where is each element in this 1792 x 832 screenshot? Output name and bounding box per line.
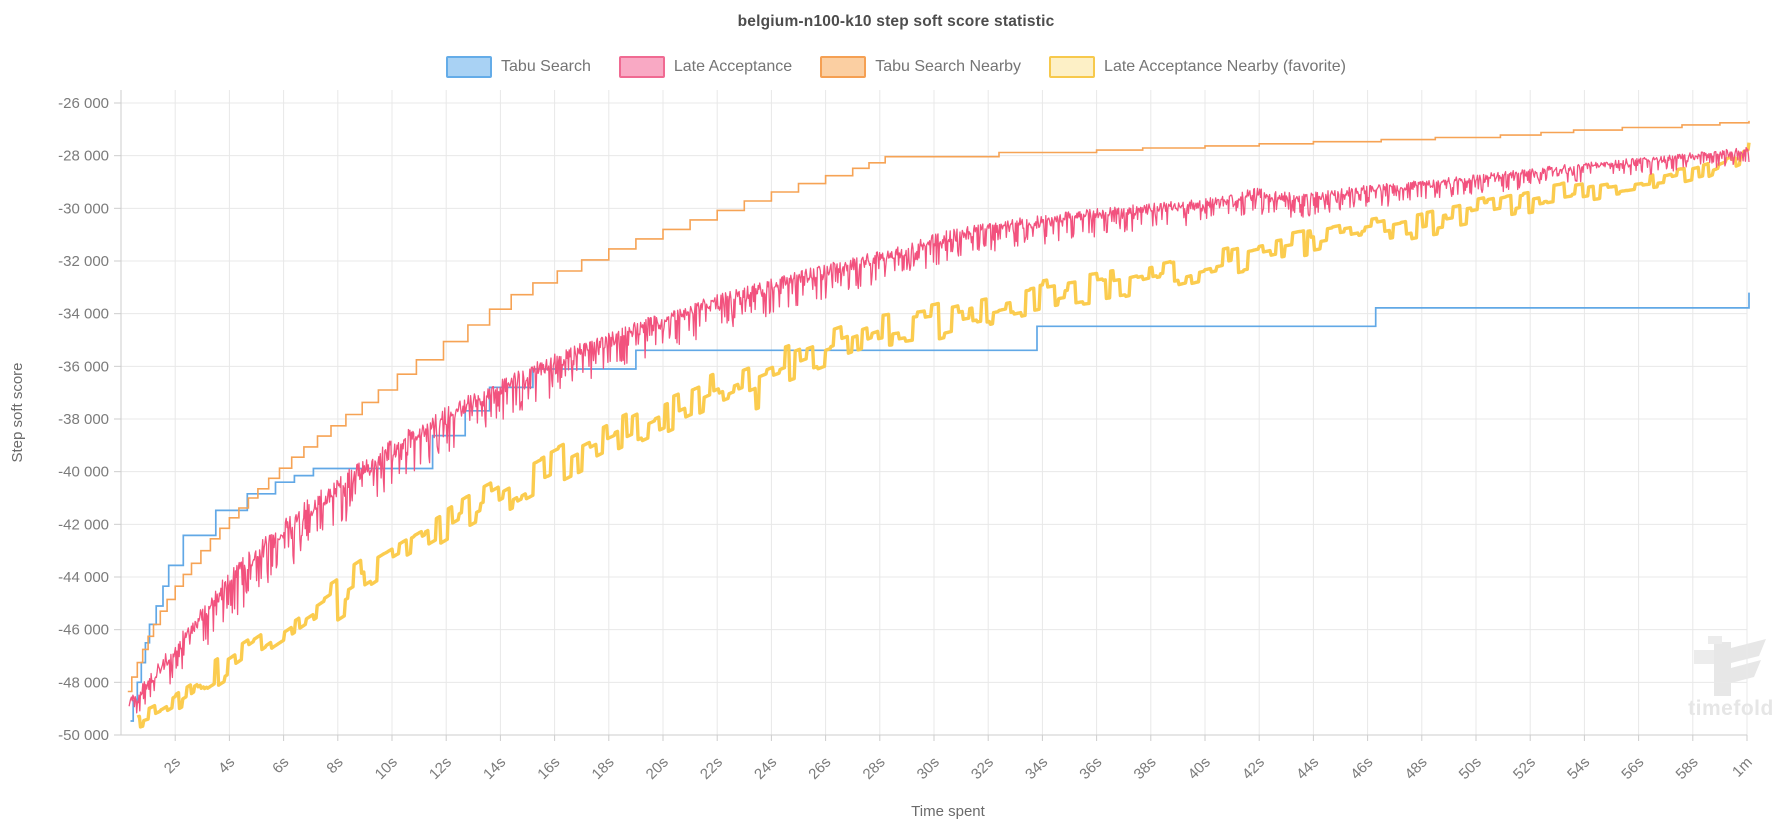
x-tick-label: 2s [161, 754, 184, 777]
y-tick-label: -42 000 [58, 516, 109, 533]
legend-item-tabu-search-nearby: Tabu Search Nearby [820, 56, 1021, 78]
y-tick-label: -50 000 [58, 727, 109, 744]
y-tick-label: -40 000 [58, 464, 109, 481]
x-tick-label: 18s [589, 754, 618, 783]
y-tick-label: -46 000 [58, 622, 109, 639]
x-tick-label: 26s [805, 754, 834, 783]
series-tabu-search [130, 292, 1750, 722]
x-tick-label: 10s [372, 754, 401, 783]
x-tick-label: 20s [643, 754, 672, 783]
legend-swatch-tabu-search-nearby [820, 56, 867, 78]
y-axis-title: Step soft score [9, 362, 26, 462]
x-tick-label: 50s [1456, 754, 1485, 783]
legend-label-tabu-search: Tabu Search [501, 58, 591, 75]
timefold-logo-watermark [1694, 636, 1766, 696]
x-tick-label: 6s [269, 754, 292, 777]
chart-title: belgium-n100-k10 step soft score statist… [737, 13, 1055, 30]
legend-item-late-acceptance-nearby: Late Acceptance Nearby (favorite) [1049, 56, 1346, 78]
x-tick-label: 22s [697, 754, 726, 783]
x-tick-label: 34s [1022, 754, 1051, 783]
x-axis-title: Time spent [911, 803, 985, 820]
y-tick-label: -38 000 [58, 411, 109, 428]
x-tick-label: 12s [426, 754, 455, 783]
y-tick-label: -48 000 [58, 674, 109, 691]
x-tick-label: 28s [860, 754, 889, 783]
y-tick-label: -44 000 [58, 569, 109, 586]
x-tick-label: 30s [914, 754, 943, 783]
series-late-acceptance-nearby-favorite- [136, 142, 1751, 729]
series-late-acceptance [128, 146, 1750, 714]
y-tick-label: -30 000 [58, 200, 109, 217]
series-tabu-search-nearby [127, 120, 1750, 693]
y-tick-label: -28 000 [58, 148, 109, 165]
x-tick-label: 56s [1618, 754, 1647, 783]
x-tick-label: 4s [215, 754, 238, 777]
legend-swatch-tabu-search [446, 56, 493, 78]
x-tick-label: 58s [1673, 754, 1702, 783]
legend-label-tabu-search-nearby: Tabu Search Nearby [875, 58, 1022, 75]
legend-swatch-late-acceptance [618, 56, 665, 78]
x-tick-label: 46s [1347, 754, 1376, 783]
y-tick-label: -32 000 [58, 253, 109, 270]
legend-item-tabu-search: Tabu Search [446, 56, 591, 78]
timefold-watermark-text: timefold [1688, 697, 1774, 720]
legend-item-late-acceptance: Late Acceptance [618, 56, 793, 78]
legend-swatch-late-acceptance-nearby [1049, 56, 1096, 78]
x-tick-label: 24s [751, 754, 780, 783]
y-tick-label: -26 000 [58, 95, 109, 112]
x-tick-label: 14s [480, 754, 509, 783]
legend-label-late-acceptance-nearby: Late Acceptance Nearby (favorite) [1104, 58, 1346, 75]
x-tick-label: 54s [1564, 754, 1593, 783]
x-tick-label: 32s [968, 754, 997, 783]
x-tick-label: 40s [1185, 754, 1214, 783]
legend-label-late-acceptance: Late Acceptance [673, 58, 793, 75]
x-tick-label: 1m [1729, 754, 1756, 781]
x-tick-label: 36s [1076, 754, 1105, 783]
y-tick-label: -34 000 [58, 306, 109, 323]
x-tick-label: 38s [1131, 754, 1160, 783]
legend: Tabu Search Late Acceptance Tabu Search … [0, 56, 1792, 78]
x-tick-label: 16s [534, 754, 563, 783]
series-layer [127, 120, 1751, 729]
grid-layer [114, 90, 1748, 741]
x-tick-label: 8s [323, 754, 346, 777]
x-tick-label: 42s [1239, 754, 1268, 783]
y-tick-label: -36 000 [58, 358, 109, 375]
x-tick-label: 48s [1402, 754, 1431, 783]
x-tick-label: 52s [1510, 754, 1539, 783]
x-tick-label: 44s [1293, 754, 1322, 783]
